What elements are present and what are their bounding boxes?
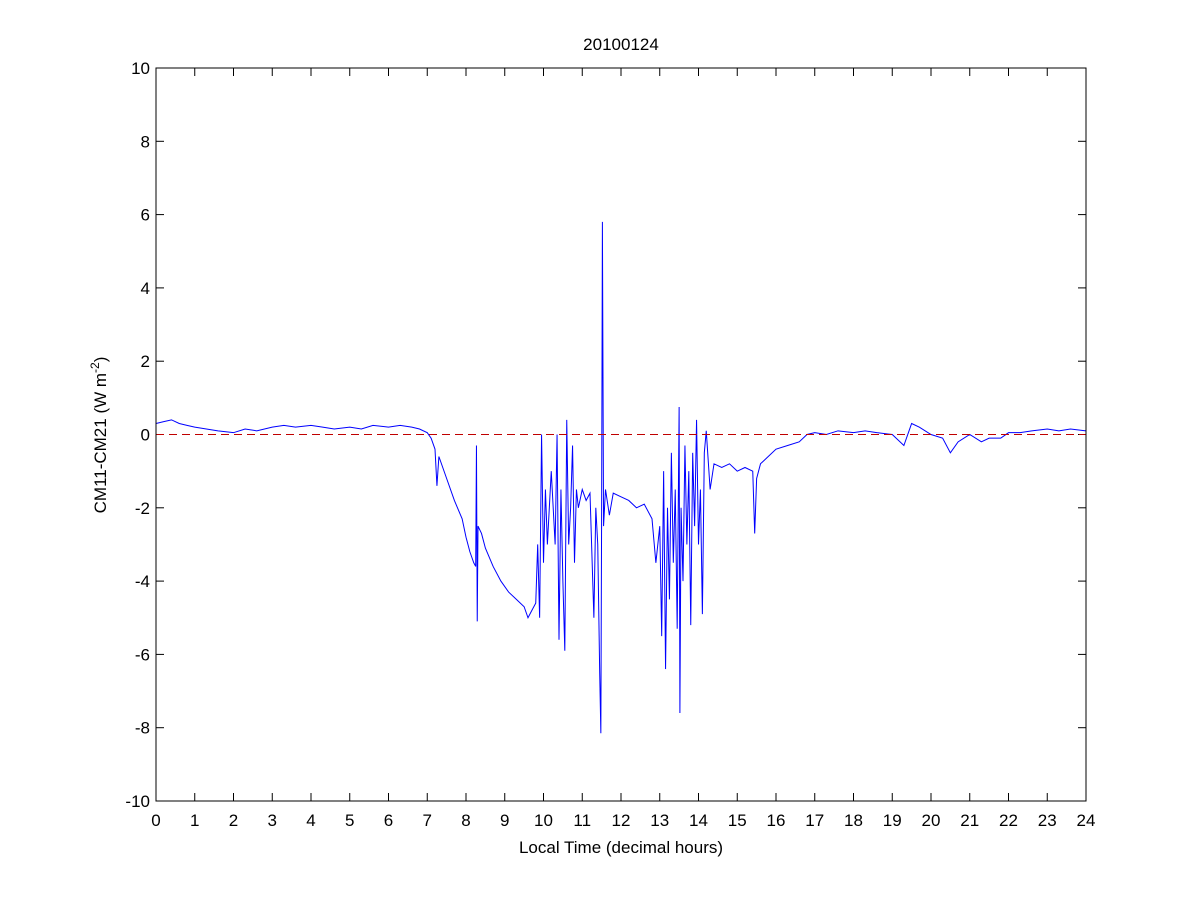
axes-box	[155, 67, 1087, 802]
y-axis-label-sup: -2	[88, 362, 102, 373]
data-line	[155, 221, 1087, 734]
y-tick-label: -8	[135, 719, 150, 738]
x-tick-label: 23	[1038, 811, 1057, 830]
x-tick-label: 1	[190, 811, 199, 830]
chart-title: 20100124	[583, 35, 659, 54]
x-tick-label: 22	[999, 811, 1018, 830]
y-tick-label: 4	[141, 279, 150, 298]
x-tick-label: 21	[960, 811, 979, 830]
y-tick-label: -2	[135, 499, 150, 518]
y-tick-label: 8	[141, 132, 150, 151]
x-tick-label: 11	[573, 811, 591, 830]
y-axis-label: CM11-CM21 (W m-2)	[88, 357, 110, 514]
y-axis-label-close: )	[91, 357, 110, 363]
y-axis-label-text: CM11-CM21 (W m	[91, 373, 110, 513]
y-tick-label: -4	[135, 572, 150, 591]
y-tick-label: -6	[135, 645, 150, 664]
x-tick-label: 3	[268, 811, 277, 830]
x-tick-label: 24	[1077, 811, 1096, 830]
y-tick-label: 2	[141, 352, 150, 371]
x-axis-label: Local Time (decimal hours)	[519, 838, 723, 857]
y-tick-label: 10	[131, 59, 150, 78]
x-tick-label: 14	[689, 811, 708, 830]
y-tick-label: 6	[141, 206, 150, 225]
x-tick-label: 18	[844, 811, 863, 830]
x-tick-label: 15	[728, 811, 747, 830]
x-tick-label: 16	[767, 811, 786, 830]
x-tick-label: 6	[384, 811, 393, 830]
x-tick-label: 9	[500, 811, 509, 830]
x-tick-label: 13	[650, 811, 669, 830]
x-tick-label: 10	[534, 811, 553, 830]
y-tick-label: 0	[141, 426, 150, 445]
x-tick-label: 7	[423, 811, 432, 830]
x-tick-label: 19	[883, 811, 902, 830]
x-tick-label: 12	[612, 811, 631, 830]
x-tick-label: 8	[461, 811, 470, 830]
x-tick-label: 4	[306, 811, 315, 830]
x-tick-label: 20	[922, 811, 941, 830]
x-tick-label: 0	[151, 811, 160, 830]
x-tick-label: 2	[229, 811, 238, 830]
x-tick-label: 17	[805, 811, 824, 830]
x-tick-label: 5	[345, 811, 354, 830]
y-tick-label: -10	[125, 792, 150, 811]
